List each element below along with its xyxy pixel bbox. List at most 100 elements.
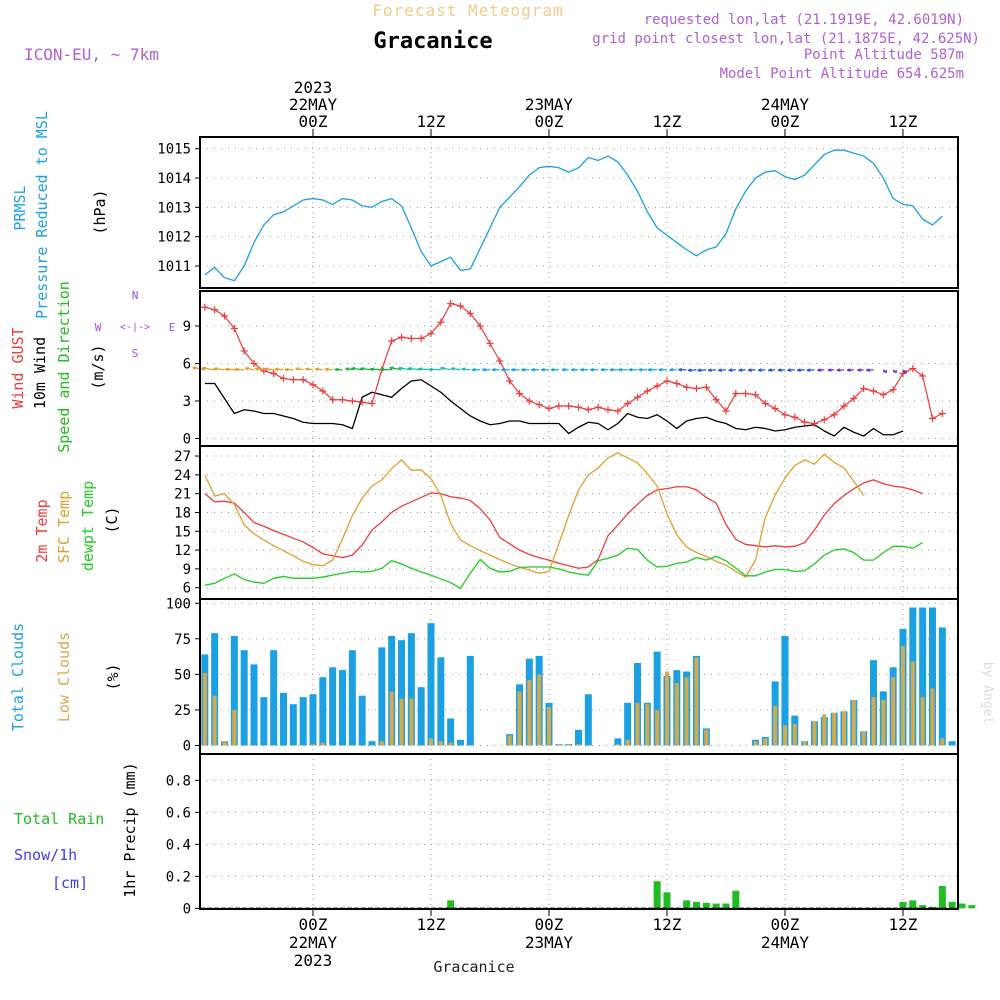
precip-ytick-label: 0.8 (166, 773, 191, 789)
rain-bar (683, 900, 691, 909)
wind-direction-arrow (295, 367, 304, 371)
gust-label: Wind GUST (9, 327, 27, 408)
gust-marker (594, 403, 602, 411)
wind-arrow-head (717, 368, 723, 372)
wind-direction-arrow (609, 367, 618, 372)
rain-bar (968, 905, 976, 909)
temp2m-line (204, 479, 923, 569)
lowcloud-bar (202, 672, 207, 746)
gust-marker (771, 405, 779, 412)
gust-marker (476, 322, 484, 330)
wind-direction-arrow (274, 367, 284, 372)
wind-arrow-head (540, 367, 545, 372)
pressure-ytick-label: 1012 (157, 230, 191, 246)
lowcloud-bar (861, 731, 866, 746)
gust-marker (860, 385, 868, 392)
wind-arrow-head (314, 367, 320, 372)
wind-arrow-head (360, 367, 365, 371)
wind-direction-arrow (550, 367, 559, 372)
wind-arrow-head (244, 367, 250, 371)
clouds-ytick-label: 75 (174, 632, 191, 648)
gust-marker (407, 335, 415, 342)
point-altitude: Point Altitude 587m (804, 47, 964, 63)
gust-marker (319, 387, 327, 395)
gust-marker (889, 386, 897, 394)
wind-arrow-head (345, 367, 350, 371)
wind-arrow-head (482, 367, 486, 372)
wind-arrow-head (609, 367, 614, 372)
wind-compass: N S W E <-|-> (95, 289, 176, 360)
wind-arrow-head (817, 368, 822, 372)
wind-arrow-head (407, 367, 412, 371)
gust-marker (899, 370, 907, 377)
wind-arrow-head (747, 368, 753, 372)
lowcloud-bar (910, 661, 915, 746)
rain-bar (919, 905, 927, 909)
rain-legend: Total Rain (14, 810, 104, 828)
gust-marker (201, 303, 209, 311)
model-altitude: Model Point Altitude 654.625m (720, 66, 964, 82)
rain-bar (909, 900, 917, 909)
top-time-label: 12Z (653, 112, 682, 131)
gust-marker (801, 418, 809, 426)
wind-direction-arrow (491, 367, 500, 372)
wind-direction-arrow (461, 367, 471, 371)
wind-arrow-head (418, 367, 423, 371)
wind-arrow-head (450, 367, 456, 371)
gust-marker (722, 407, 730, 415)
lowcloud-bar (527, 680, 532, 746)
wind-direction-arrow (380, 367, 392, 372)
lowcloud-bar (655, 709, 660, 746)
lowcloud-bar (507, 735, 512, 746)
wind-arrow-head (777, 368, 782, 372)
wind-direction-arrow (866, 368, 874, 372)
wind-arrow-head (295, 367, 300, 371)
gust-marker (879, 391, 887, 399)
wind-arrow-head (305, 367, 310, 371)
gust-marker (791, 413, 799, 421)
gust-marker (447, 300, 455, 307)
wind-direction-arrow (501, 367, 510, 372)
location-title: Gracanice (373, 29, 492, 54)
rain-bar (948, 901, 956, 909)
wind-direction-arrow (334, 367, 343, 372)
rain-bar (958, 903, 966, 909)
gust-marker (535, 401, 543, 409)
wind-direction-arrow (428, 367, 441, 372)
wind-direction-arrow (264, 367, 274, 371)
precip-frame (199, 753, 959, 910)
wind-arrow-head (511, 367, 515, 372)
panel-temperature: 6 9 12 15 18 21 24 27 (174, 445, 959, 600)
wind-arrow-head (351, 367, 356, 371)
pressure-ytick-label: 1015 (157, 142, 191, 158)
wind-arrow-head (687, 368, 692, 372)
wind-arrow-head (521, 367, 526, 372)
wind-direction-arrow (658, 367, 667, 372)
gust-marker (565, 402, 573, 410)
gust-marker (850, 395, 858, 402)
wind-direction-arrow (389, 366, 402, 371)
precip-label: 1hr Precip (mm) (121, 762, 139, 897)
lowcloud-bar (379, 741, 384, 746)
wind-ytick-label: 9 (183, 319, 191, 335)
wind-arrow-head (224, 367, 230, 372)
panel-pressure: 1011 1012 1013 1014 1015 (157, 136, 959, 289)
lowcloud-bar (311, 744, 315, 746)
top-time-label: 12Z (889, 112, 918, 131)
gust-marker (928, 415, 936, 422)
pressure-label-1: PRMSL (11, 185, 29, 230)
wind-arrow-head (628, 367, 633, 372)
totalcloud-bar (211, 633, 219, 746)
gust-marker (338, 396, 346, 404)
gust-marker (692, 385, 700, 392)
lowcloud-bar (625, 739, 630, 746)
totalcloud-bar (653, 651, 661, 746)
wind-ytick-label: 6 (183, 357, 191, 373)
wind-arrow-head (590, 367, 594, 372)
wind-direction-arrow (570, 367, 579, 372)
wind-arrow-head (461, 367, 466, 371)
wind-arrow-head (501, 367, 506, 372)
gust-marker (633, 393, 641, 401)
gust-marker (702, 383, 710, 391)
